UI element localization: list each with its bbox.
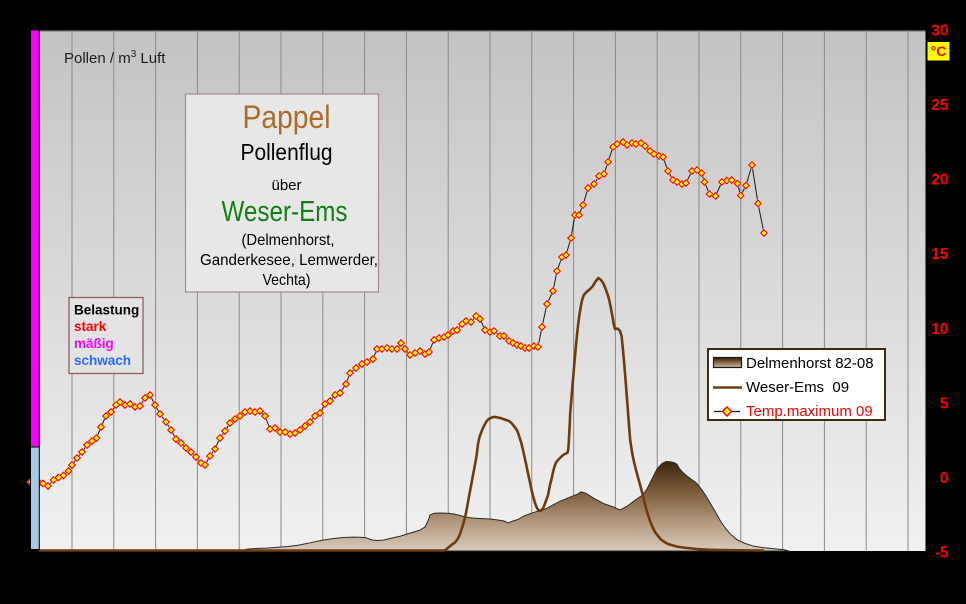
svg-text:Ganderkesee, Lemwerder,: Ganderkesee, Lemwerder, — [200, 252, 378, 269]
svg-text:Vechta): Vechta) — [263, 272, 311, 289]
svg-text:Delmenhorst 82-08: Delmenhorst 82-08 — [746, 355, 874, 372]
svg-text:30: 30 — [931, 23, 948, 40]
svg-text:Pollenflug: Pollenflug — [241, 139, 333, 165]
svg-text:Pollen / m3 Luft: Pollen / m3 Luft — [64, 49, 166, 67]
svg-text:Weser-Ems 09: Weser-Ems 09 — [746, 379, 849, 396]
svg-text:°C: °C — [931, 43, 947, 59]
svg-text:0: 0 — [940, 470, 949, 487]
svg-text:10: 10 — [931, 321, 948, 338]
svg-text:-5: -5 — [935, 545, 949, 562]
svg-text:schwach: schwach — [74, 353, 131, 368]
svg-text:Belastung: Belastung — [74, 303, 139, 318]
svg-text:Weser-Ems: Weser-Ems — [222, 196, 348, 228]
svg-text:25: 25 — [931, 97, 949, 114]
svg-text:mäßig: mäßig — [74, 336, 114, 351]
svg-text:über: über — [271, 177, 301, 194]
svg-text:Temp.maximum 09: Temp.maximum 09 — [746, 403, 873, 420]
svg-text:15: 15 — [931, 246, 949, 263]
svg-text:20: 20 — [931, 172, 948, 189]
svg-text:stark: stark — [74, 319, 107, 334]
svg-text:5: 5 — [940, 395, 949, 412]
svg-text:(Delmenhorst,: (Delmenhorst, — [242, 232, 335, 249]
svg-text:Pappel: Pappel — [243, 99, 331, 135]
